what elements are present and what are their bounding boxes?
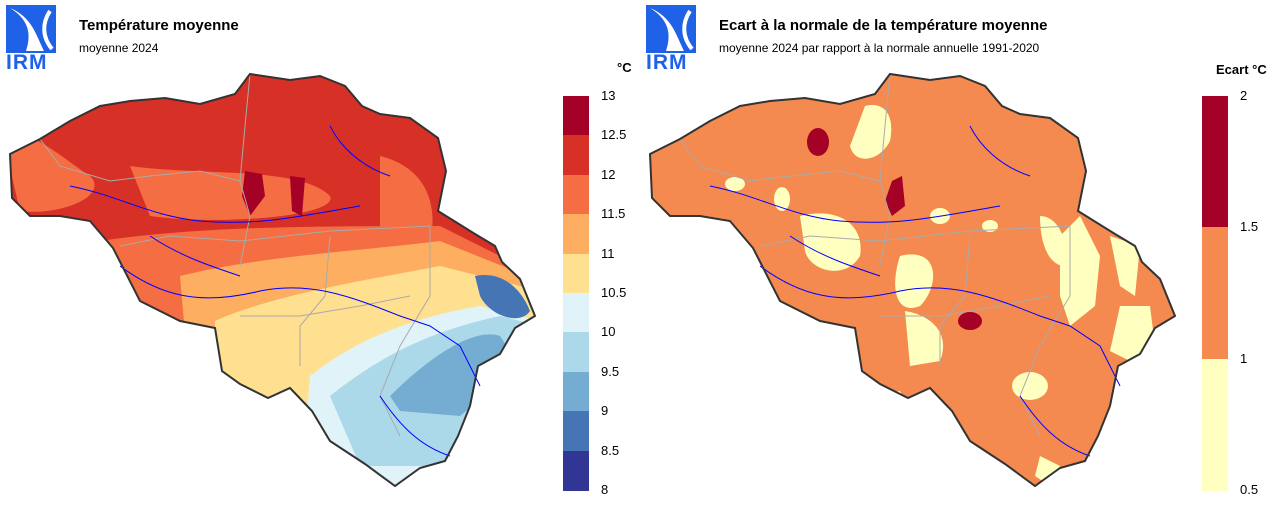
legend-swatch <box>563 253 589 294</box>
legend-tick-label: 11.5 <box>601 206 626 222</box>
legend-tick-label: 9.5 <box>601 363 620 379</box>
legend-tick-label: 12 <box>601 166 616 182</box>
anomaly-legend: Ecart °C 2 1.5 1 0.5 <box>1202 60 1280 500</box>
legend-swatch <box>563 174 589 215</box>
irm-logo-text: IRM <box>6 51 48 74</box>
legend-swatch <box>1202 227 1228 360</box>
legend-swatch <box>1202 96 1228 228</box>
panel-temperature-anomaly: IRM Ecart à la normale de la température… <box>640 0 1280 507</box>
legend-tick-label: 8.5 <box>601 442 620 458</box>
legend-swatch <box>563 214 589 255</box>
legend-swatch <box>563 371 589 412</box>
legend-swatch <box>563 450 589 491</box>
country-border <box>8 72 537 488</box>
panel-mean-temperature: IRM Température moyenne moyenne 2024 <box>6 5 640 500</box>
legend-swatch <box>563 135 589 176</box>
legend-tick-label: 1.5 <box>1240 219 1259 235</box>
legend-tick-label: 9 <box>601 403 609 419</box>
legend-tick-label: 11 <box>601 245 615 261</box>
province-borders <box>39 73 431 437</box>
irm-logo: IRM <box>6 5 58 74</box>
map-title: Ecart à la normale de la température moy… <box>719 17 1048 34</box>
legend-unit: °C <box>617 60 632 75</box>
map-subtitle: moyenne 2024 <box>79 41 159 55</box>
temperature-legend: °C 13 12.5 12 11.5 11 10.5 10 9.5 9 8.5 8 <box>563 60 640 500</box>
irm-logo-text: IRM <box>646 51 688 74</box>
country-border <box>648 72 1177 488</box>
map-subtitle: moyenne 2024 par rapport à la normale an… <box>719 41 1040 55</box>
rivers <box>69 125 481 457</box>
legend-swatch <box>563 332 589 373</box>
rivers <box>709 125 1121 457</box>
irm-logo: IRM <box>646 5 698 74</box>
legend-swatch <box>1202 358 1228 491</box>
legend-swatch <box>563 293 589 333</box>
irm-logo-icon <box>6 5 56 53</box>
legend-unit: Ecart °C <box>1216 62 1267 77</box>
province-borders <box>679 73 1071 437</box>
legend-swatch <box>563 411 589 452</box>
irm-logo-icon <box>646 5 696 53</box>
legend-tick-label: 1 <box>1240 350 1248 366</box>
legend-tick-label: 13 <box>601 88 616 103</box>
legend-tick-label: 10.5 <box>601 285 627 300</box>
legend-tick-label: 0.5 <box>1240 482 1259 497</box>
legend-tick-label: 12.5 <box>601 127 627 143</box>
belgium-anomaly-map <box>648 72 1177 488</box>
map-title: Température moyenne <box>79 17 239 34</box>
legend-tick-label: 10 <box>601 324 616 340</box>
belgium-temperature-map <box>8 72 537 488</box>
legend-tick-label: 8 <box>601 482 609 497</box>
legend-tick-label: 2 <box>1240 88 1248 103</box>
legend-swatch <box>563 96 589 136</box>
